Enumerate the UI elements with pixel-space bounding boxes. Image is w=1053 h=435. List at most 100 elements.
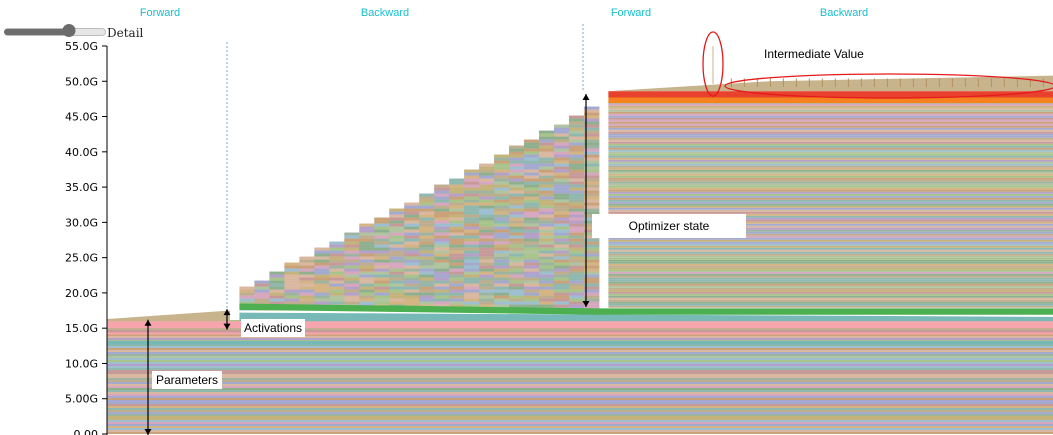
activation-stripe — [568, 160, 585, 164]
activation-stripe — [524, 190, 540, 194]
activation-stripe — [539, 265, 555, 269]
optimizer-stripe — [608, 297, 1053, 300]
activation-stripe — [389, 223, 405, 227]
activation-stripe — [524, 151, 540, 155]
activation-stripe — [509, 238, 525, 242]
activation-stripe — [464, 202, 480, 206]
parameters-arrow-head-top — [144, 319, 152, 326]
activation-stripe — [553, 265, 570, 269]
activation-stripe — [269, 280, 285, 284]
activation-stripe — [568, 271, 585, 275]
activation-stripe — [479, 181, 495, 185]
activation-stripe — [269, 289, 285, 293]
activation-stripe — [344, 268, 360, 272]
activation-stripe — [449, 259, 465, 263]
activation-stripe — [509, 196, 525, 200]
activation-stripe — [434, 286, 450, 290]
activation-stripe — [299, 292, 315, 296]
detail-slider[interactable] — [4, 24, 106, 38]
parameter-stripe — [107, 330, 1053, 332]
activation-stripe — [539, 250, 555, 254]
activation-stripe — [314, 289, 330, 293]
activation-stripe — [568, 190, 585, 194]
activation-stripe — [509, 277, 525, 281]
activation-stripe — [434, 193, 450, 197]
activation-stripe — [464, 184, 480, 188]
activation-stripe — [284, 271, 300, 275]
activation-stripe — [509, 301, 525, 305]
activations-arrow-head-top — [223, 309, 231, 316]
y-tick-label: 0.00 — [74, 428, 99, 435]
activation-stripe — [479, 193, 495, 197]
activation-stripe — [389, 214, 405, 218]
parameter-stripe — [107, 410, 1053, 412]
activation-stripe — [539, 205, 555, 209]
activation-stripe — [359, 268, 375, 272]
parameter-stripe — [107, 394, 1053, 396]
activation-stripe — [419, 229, 435, 233]
parameter-stripe — [107, 416, 1053, 418]
activation-stripe — [583, 232, 600, 236]
activation-stripe — [344, 247, 360, 251]
activation-stripe — [509, 148, 525, 152]
activation-stripe — [524, 244, 540, 248]
activation-stripe — [583, 268, 600, 272]
activation-stripe — [299, 262, 315, 266]
activation-stripe — [434, 268, 450, 272]
activation-stripe — [494, 280, 510, 284]
activation-stripe — [524, 280, 540, 284]
activation-stripe — [539, 280, 555, 284]
phase-label-backward-1: Backward — [360, 7, 410, 19]
optimizer-stripe — [608, 175, 1053, 178]
activation-stripe — [404, 268, 420, 272]
activation-stripe — [524, 202, 540, 206]
activation-stripe — [583, 235, 600, 239]
activation-stripe — [479, 172, 495, 176]
forward-activation-wedge — [107, 310, 230, 322]
activation-stripe — [539, 208, 555, 212]
activation-stripe — [583, 238, 600, 242]
slider-thumb[interactable] — [62, 24, 76, 37]
activation-stripe — [539, 295, 555, 299]
activation-stripe — [359, 241, 375, 245]
activation-stripe — [479, 226, 495, 230]
activation-stripe — [419, 247, 435, 251]
activation-stripe — [344, 292, 360, 296]
activation-stripe — [524, 157, 540, 161]
activation-stripe — [404, 244, 420, 248]
activation-stripe — [524, 148, 540, 152]
activation-stripe — [494, 256, 510, 260]
optimizer-stripe — [608, 205, 1053, 208]
activation-stripe — [449, 229, 465, 233]
activation-stripe — [539, 199, 555, 203]
activation-stripe — [509, 169, 525, 173]
activation-stripe — [524, 178, 540, 182]
activation-stripe — [404, 256, 420, 260]
activation-stripe — [299, 298, 315, 302]
activation-stripe — [509, 175, 525, 179]
activation-stripe — [464, 214, 480, 218]
activation-stripe — [583, 172, 600, 176]
optimizer-stripe — [608, 217, 1053, 220]
activation-stripe — [449, 265, 465, 269]
optimizer-stripe — [608, 265, 1053, 268]
activation-stripe — [419, 280, 435, 284]
activation-stripe — [539, 211, 555, 215]
activation-stripe — [553, 262, 570, 266]
activation-stripe — [568, 259, 585, 263]
activation-stripe — [539, 289, 555, 293]
activation-stripe — [524, 175, 540, 179]
activation-stripe — [344, 256, 360, 260]
activation-stripe — [419, 277, 435, 281]
activation-stripe — [404, 301, 420, 305]
activation-stripe — [509, 205, 525, 209]
parameter-stripe — [107, 368, 1053, 370]
activation-stripe — [583, 124, 600, 128]
activation-stripe — [434, 289, 450, 293]
optimizer-stripe — [608, 247, 1053, 250]
activation-stripe — [553, 274, 570, 278]
optimizer-stripe — [608, 147, 1053, 150]
parameter-stripe — [107, 364, 1053, 366]
activation-stripe — [568, 256, 585, 260]
activation-stripe — [464, 292, 480, 296]
